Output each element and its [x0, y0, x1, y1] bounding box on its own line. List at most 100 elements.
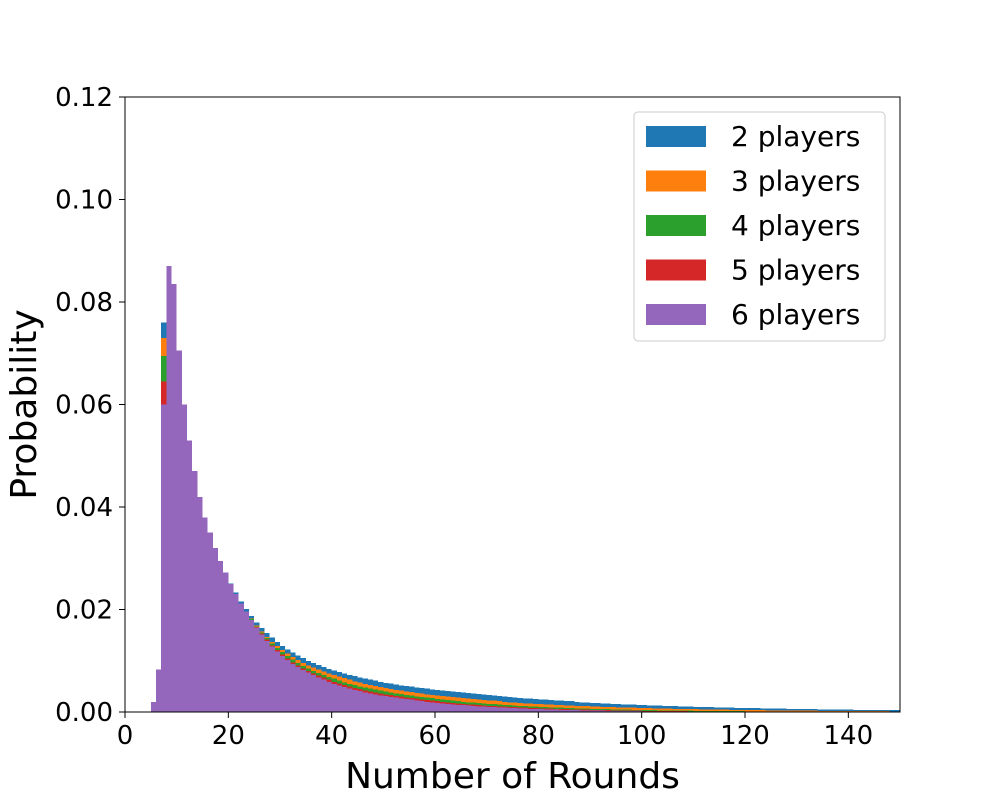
- histogram-bar: [491, 706, 497, 712]
- histogram-bar: [512, 707, 518, 712]
- histogram-bar: [497, 707, 503, 712]
- histogram-bar: [667, 708, 673, 712]
- histogram-bar: [269, 646, 275, 712]
- x-axis-ticks: 0 20 40 60 80 100 120 140: [117, 712, 873, 751]
- histogram-bar: [610, 710, 616, 712]
- histogram-bar: [595, 710, 601, 712]
- histogram-bar: [538, 708, 544, 712]
- histogram-bar: [481, 706, 487, 712]
- histogram-bar: [843, 709, 849, 712]
- x-tick-label: 40: [315, 721, 348, 751]
- histogram-bar: [285, 660, 291, 712]
- legend-item: 2 players: [646, 120, 860, 153]
- legend-swatch: [646, 215, 706, 236]
- histogram-bar: [502, 707, 508, 712]
- histogram-bar: [693, 708, 699, 712]
- histogram-bar: [750, 709, 756, 712]
- legend-swatch: [646, 304, 706, 325]
- histogram-bar: [274, 651, 280, 712]
- histogram-bar: [362, 692, 368, 712]
- histogram-bar: [295, 666, 301, 712]
- chart-axes: 0 20 40 60 80 100 120 140 0.000.020.040.060.080…: [55, 83, 901, 751]
- histogram-bar: [605, 710, 611, 712]
- histogram-bar: [569, 709, 575, 712]
- y-tick-label: 0.04: [55, 493, 113, 523]
- x-tick-label: 80: [522, 721, 555, 751]
- histogram-bar: [352, 689, 358, 712]
- histogram-bar: [698, 709, 704, 712]
- histogram-bar: [548, 709, 554, 712]
- histogram-bar: [729, 707, 735, 712]
- histogram-bar: [522, 708, 528, 712]
- histogram-bar: [466, 705, 472, 712]
- x-tick-label: 100: [617, 721, 667, 751]
- y-axis-ticks: 0.00 0.02 0.04 0.06 0.08 0.10 0.12: [55, 83, 125, 728]
- legend-label: 6 players: [731, 298, 860, 331]
- histogram-bar: [264, 640, 270, 712]
- legend-swatch: [646, 126, 706, 147]
- histogram-bar: [238, 603, 244, 712]
- histogram-bar: [553, 709, 559, 712]
- histogram-bar: [719, 709, 725, 712]
- histogram-bar: [770, 710, 776, 712]
- histogram-bar: [388, 697, 394, 712]
- histogram-bar: [765, 710, 771, 712]
- histogram-bar: [202, 517, 208, 712]
- histogram-bar: [156, 669, 162, 712]
- histogram-bar: [631, 710, 637, 712]
- histogram-bar: [657, 708, 663, 712]
- legend-label: 3 players: [731, 165, 860, 198]
- histogram-bar: [367, 693, 373, 712]
- legend-item: 4 players: [646, 209, 860, 242]
- legend-swatch: [646, 170, 706, 192]
- histogram-bar: [404, 699, 410, 712]
- legend-swatch: [646, 259, 706, 281]
- legend-label: 5 players: [731, 254, 860, 287]
- histogram-bar: [450, 704, 456, 712]
- y-tick-label: 0.02: [55, 596, 113, 626]
- histogram-bar: [760, 709, 766, 712]
- histogram-bar: [559, 709, 565, 712]
- x-tick-label: 60: [418, 721, 451, 751]
- histogram-bar: [889, 709, 895, 712]
- y-tick-label: 0.08: [55, 288, 113, 318]
- y-tick-label: 0.00: [55, 698, 113, 728]
- histogram-bar: [218, 560, 224, 712]
- histogram-bar: [564, 709, 570, 712]
- histogram-bar: [378, 695, 384, 712]
- histogram-bar: [161, 404, 167, 712]
- histogram-bar: [533, 708, 539, 712]
- legend-label: 2 players: [731, 120, 860, 153]
- histogram-bar: [765, 708, 771, 712]
- histogram-bar: [894, 709, 900, 712]
- histogram-bar: [688, 710, 694, 712]
- histogram-bar: [249, 619, 255, 712]
- histogram-bar: [791, 710, 797, 712]
- histogram-bar: [745, 709, 751, 712]
- histogram-bar: [590, 710, 596, 712]
- histogram-bar: [714, 709, 720, 712]
- x-tick-label: 20: [212, 721, 245, 751]
- y-axis-label: Probability: [4, 309, 45, 499]
- histogram-bar: [584, 710, 590, 712]
- histogram-bar: [150, 701, 156, 712]
- histogram-bar: [600, 710, 606, 712]
- histogram-bars: [150, 266, 900, 712]
- histogram-bar: [770, 708, 776, 712]
- histogram-bar: [419, 701, 425, 712]
- histogram-bar: [357, 690, 363, 712]
- histogram-bar: [228, 583, 234, 712]
- histogram-bar: [300, 669, 306, 712]
- legend-item: 5 players: [646, 254, 860, 287]
- legend-item: 3 players: [646, 165, 860, 198]
- histogram-bar: [807, 710, 813, 712]
- histogram-bar: [398, 698, 404, 712]
- histogram-bar: [517, 708, 523, 712]
- x-axis-label: Number of Rounds: [345, 756, 680, 797]
- histogram-bar: [207, 532, 213, 712]
- x-tick-label: 0: [117, 721, 134, 751]
- histogram-bar: [507, 707, 513, 712]
- histogram-bar: [181, 404, 187, 712]
- histogram-bar: [212, 548, 218, 712]
